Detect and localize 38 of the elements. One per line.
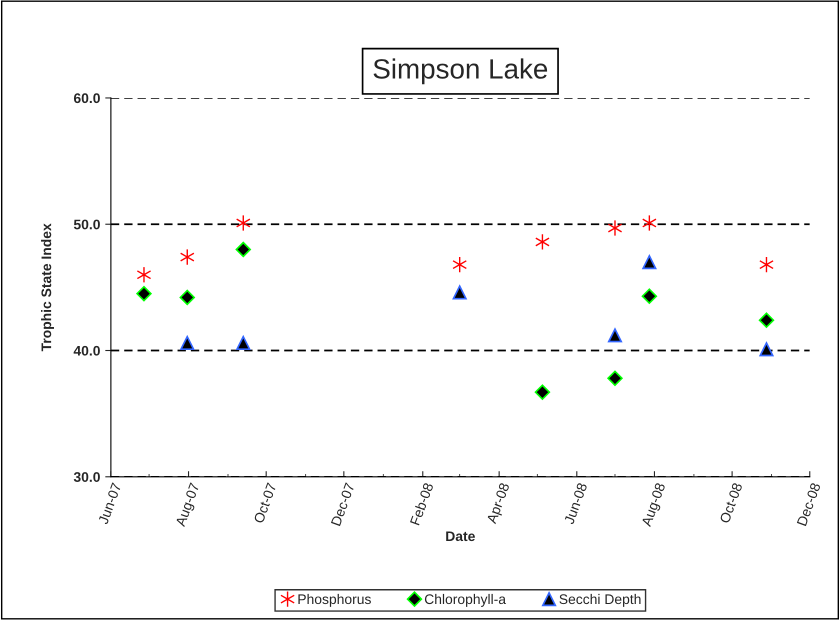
point xyxy=(236,214,251,232)
y-tick-label: 60.0 xyxy=(74,93,100,104)
x-axis-title: Date xyxy=(446,531,475,542)
point xyxy=(607,370,623,386)
point xyxy=(642,255,656,270)
y-tick-label: 30.0 xyxy=(74,472,100,482)
legend-label: Phosphorus xyxy=(298,594,371,607)
y-tick-label: 50.0 xyxy=(74,220,100,230)
x-tick-label: Feb-08 xyxy=(410,482,434,526)
x-tick-label: Oct-07 xyxy=(254,482,277,524)
point xyxy=(236,242,251,258)
y-axis-title: Trophic State Index xyxy=(41,223,54,352)
x-tick-label: Oct-08 xyxy=(719,482,743,524)
point xyxy=(535,234,550,250)
point xyxy=(642,288,658,304)
x-tick-label: Dec-08 xyxy=(796,482,821,526)
x-tick-label: Dec-07 xyxy=(330,482,355,526)
legend-label: Secchi Depth xyxy=(559,594,640,607)
x-tick-label: Jun-08 xyxy=(564,482,588,525)
x-tick-label: Aug-07 xyxy=(175,482,202,528)
point xyxy=(180,248,195,266)
x-tick-label: Apr-08 xyxy=(486,482,512,526)
point xyxy=(452,285,467,300)
x-tick-label: Jun-07 xyxy=(98,482,122,525)
point xyxy=(452,256,467,273)
chart-title: Simpson Lake xyxy=(374,58,548,84)
point xyxy=(758,312,774,328)
y-tick-label: 40.0 xyxy=(74,346,100,356)
point xyxy=(180,336,194,350)
point xyxy=(136,286,152,302)
point xyxy=(236,336,250,350)
point xyxy=(608,328,622,342)
point xyxy=(180,290,195,306)
point xyxy=(642,214,657,232)
point xyxy=(534,384,550,400)
legend-label: Chlorophyll-a xyxy=(424,594,506,607)
point xyxy=(759,342,774,356)
x-tick-label: Aug-08 xyxy=(641,482,668,528)
